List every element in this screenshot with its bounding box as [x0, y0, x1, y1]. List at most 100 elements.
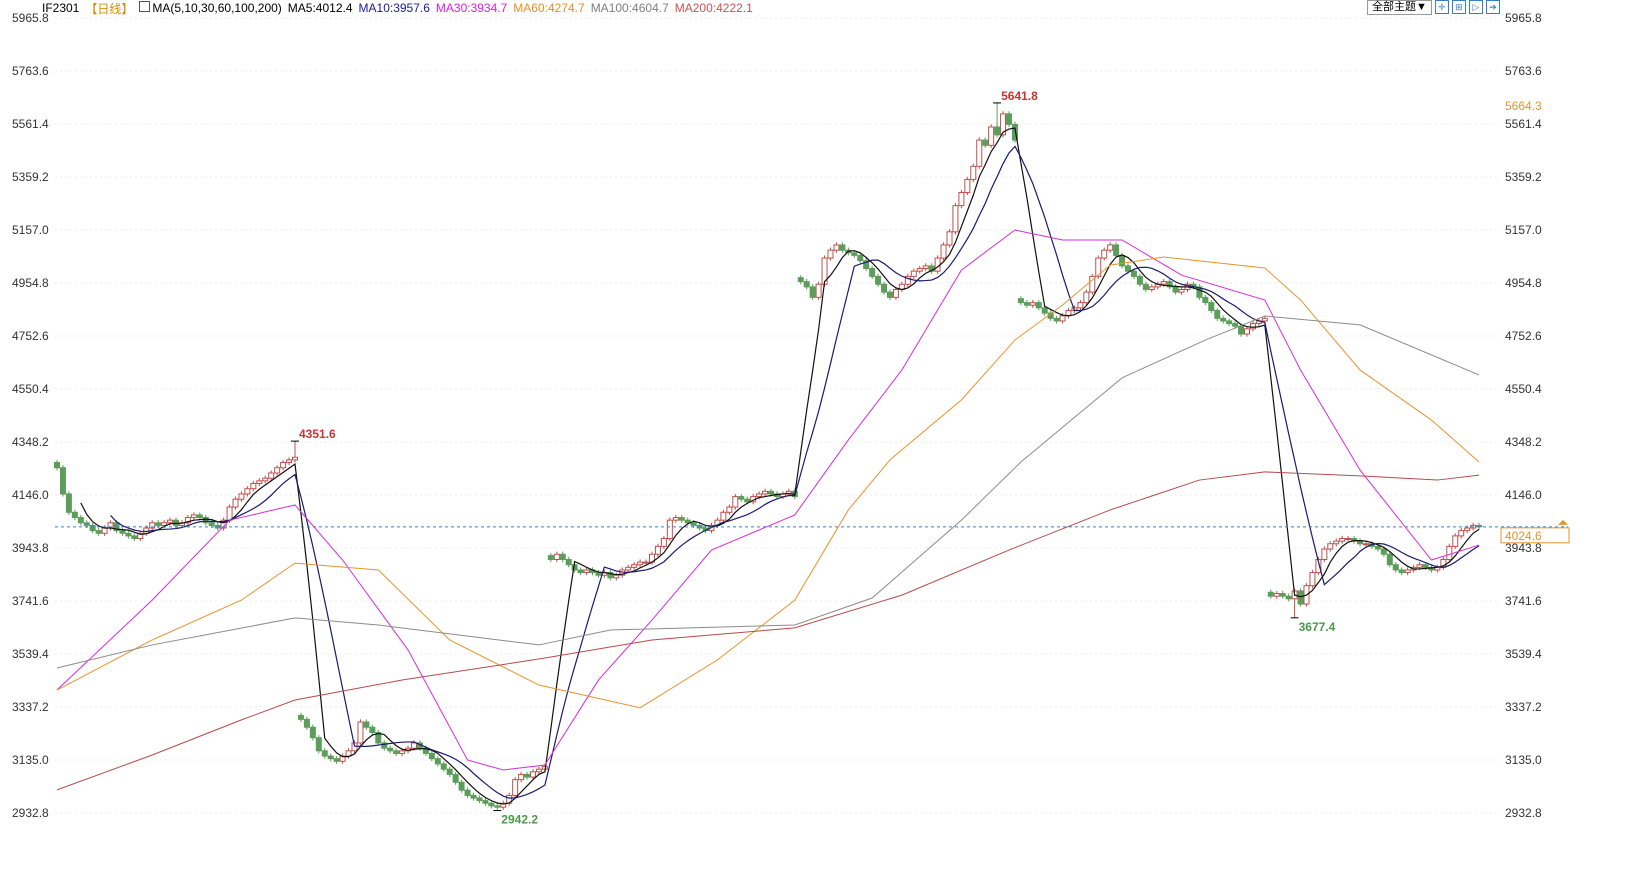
candle-body [631, 564, 638, 568]
candle-body [553, 553, 560, 560]
y-tick-label-left: 5561.4 [12, 117, 49, 131]
y-tick-label-right: 3337.2 [1505, 700, 1542, 714]
candle-body [1321, 548, 1328, 560]
candle-body [1309, 572, 1316, 587]
zoom-in-icon[interactable]: ⊞ [1451, 0, 1466, 14]
candle-body [1214, 309, 1221, 319]
candle-body [762, 490, 769, 495]
candle-body [976, 139, 983, 167]
y-tick-label-left: 5157.0 [12, 223, 49, 237]
candle-body [381, 742, 388, 749]
candle-body [137, 532, 144, 540]
y-tick-label-left: 2932.8 [12, 806, 49, 820]
candle-body [1107, 244, 1114, 251]
y-tick-label-right: 3539.4 [1505, 647, 1542, 661]
candle-body [1345, 538, 1352, 541]
toolbar: 全部主题▼ ✛ ⊞ ▷ ➔ [1367, 0, 1500, 15]
candle-body [1232, 323, 1239, 327]
ma200-line [56, 471, 1480, 791]
candle-body [577, 569, 584, 574]
candle-body [744, 498, 751, 503]
candle-body [54, 461, 60, 469]
candle-body [1125, 265, 1131, 272]
candle-body [1249, 323, 1256, 330]
candle-body [262, 477, 269, 482]
ma30-value: MA30:3934.7 [435, 1, 508, 15]
candle-body [101, 527, 108, 534]
candle-body [250, 482, 257, 490]
candle-body [833, 244, 840, 251]
candle-body [720, 511, 727, 521]
candle-body [994, 126, 1001, 136]
candle-body [839, 244, 846, 251]
candle-body [387, 747, 394, 752]
ma60-line [56, 256, 1480, 709]
y-tick-label-right: 3135.0 [1505, 753, 1542, 767]
candle-body [530, 771, 536, 778]
candle-body [411, 742, 417, 749]
candle-body [488, 802, 495, 807]
candle-body [494, 805, 501, 808]
candle-body [1446, 545, 1453, 560]
candle-body [470, 794, 477, 799]
candle-body [1386, 553, 1393, 566]
candle-body [292, 456, 298, 461]
ma-params[interactable]: MA(5,10,30,60,100,200) [139, 1, 282, 15]
candle-body [89, 524, 96, 532]
period[interactable]: 【日线】 [85, 1, 134, 16]
candle-body [940, 244, 947, 259]
candle-body [274, 467, 281, 474]
candle-body [434, 758, 441, 765]
candle-body [1244, 328, 1250, 335]
ma10-line [110, 145, 1480, 799]
y-tick-label-left: 4954.8 [12, 276, 49, 290]
candle-body [256, 480, 263, 484]
move-right-icon[interactable]: ➔ [1485, 0, 1500, 14]
extreme-label: 4351.6 [299, 427, 336, 441]
candle-body [654, 545, 661, 555]
candle-body [1422, 564, 1429, 568]
candle-body [1220, 317, 1227, 322]
candle-body [964, 178, 971, 194]
candle-body [547, 555, 554, 560]
ma5-line [80, 127, 1480, 805]
y-tick-label-right: 3943.8 [1505, 541, 1542, 555]
candle-body [684, 519, 691, 524]
y-tick-label-right: 3741.6 [1505, 594, 1542, 608]
crosshair-icon[interactable]: ✛ [1434, 0, 1449, 14]
ma30-line [56, 229, 1480, 771]
candle-body [809, 286, 816, 298]
y-tick-label-left: 3943.8 [12, 541, 49, 555]
candle-body [1059, 315, 1066, 322]
candle-body [518, 773, 525, 781]
candle-body [309, 726, 316, 739]
candle-body [1267, 591, 1274, 597]
candle-body [1279, 593, 1286, 597]
ma-settings-icon[interactable] [139, 1, 151, 12]
candle-body [184, 517, 191, 524]
candle-body [1160, 281, 1167, 285]
y-tick-label-right: 5965.8 [1505, 11, 1542, 25]
theme-dropdown[interactable]: 全部主题▼ [1367, 0, 1432, 15]
candle-body [1333, 540, 1340, 545]
candle-body [393, 750, 400, 754]
candle-body [946, 231, 953, 246]
side-price-label: 5664.3 [1505, 99, 1542, 113]
candle-body [1017, 298, 1024, 304]
candle-body [583, 569, 590, 574]
y-tick-label-left: 5359.2 [12, 170, 49, 184]
candle-body [244, 488, 251, 495]
candle-body [625, 566, 632, 571]
candle-body [476, 797, 483, 802]
candle-body [797, 277, 804, 283]
extreme-label: 5641.8 [1001, 89, 1038, 103]
candle-body [1285, 595, 1292, 600]
candle-body [333, 758, 340, 762]
y-tick-label-right: 5763.6 [1505, 64, 1542, 78]
candle-body [1380, 548, 1387, 555]
candle-body [268, 472, 275, 479]
zoom-out-icon[interactable]: ▷ [1468, 0, 1483, 14]
candle-body [452, 773, 459, 783]
